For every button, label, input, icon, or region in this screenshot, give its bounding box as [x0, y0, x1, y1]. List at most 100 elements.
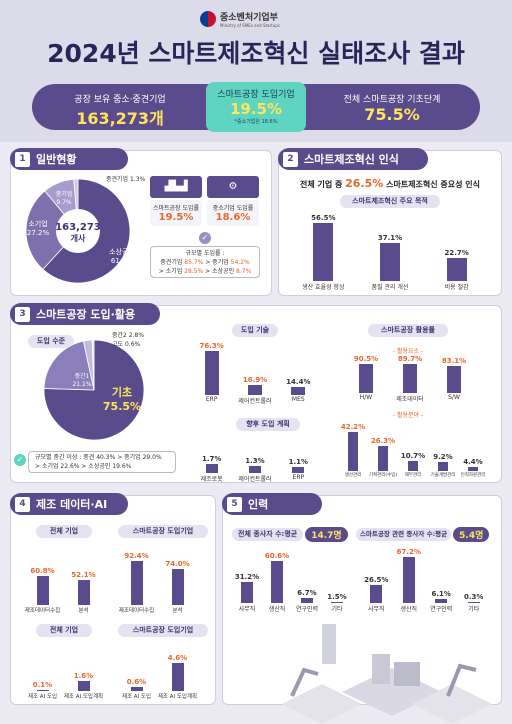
kpi-label: 전체 스마트공장 기초단계	[343, 95, 441, 105]
chart-use-elements: 90.5% H/W 89.7% 제조데이터 83.1% S/W	[344, 352, 476, 403]
pie-value-medium: 9.7%	[56, 199, 72, 206]
pie-value-mid1: 21.1%	[72, 381, 91, 388]
bar-value-label: 0.6%	[126, 678, 147, 687]
bar	[380, 242, 400, 281]
taegeuk-icon	[200, 11, 216, 27]
section-title: 일반현황	[36, 153, 77, 166]
avg-label: 스마트공장 관련 종사자 수:평균	[356, 528, 452, 541]
chart-use-areas: 42.2% 생산관리 26.3% 기획관리(수입) 10.7% 재무관리 9.2% 기술개발관…	[338, 420, 488, 480]
pie-label-mid1: 중간1	[75, 372, 90, 380]
section-title: 제조 데이터·AI	[36, 498, 108, 511]
bar-category-label: 제조 AI 도입	[121, 694, 152, 700]
use-sub1: - 활용요소 -	[392, 348, 424, 355]
ministry-name-en: Ministry of SMEs and Startups	[220, 23, 280, 28]
ministry-logo: 중소벤처기업부 Ministry of SMEs and Startups	[200, 10, 280, 28]
bar-value-label: 83.1%	[441, 357, 467, 366]
avg-label: 전체 종사자 수:평균	[232, 528, 304, 541]
bar	[249, 466, 261, 473]
desc-text: 중견기업	[160, 259, 185, 266]
bar-category-label: S/W	[448, 394, 460, 401]
bar	[130, 560, 143, 605]
bar-category-label: 제어컨트롤러	[238, 398, 272, 405]
desc-highlight: 85.7%	[184, 259, 204, 266]
headline-text: 전체 기업 중	[299, 180, 346, 189]
kpi-factories: 공장 보유 중소·중견기업 163,273개	[40, 92, 200, 129]
purpose-subtitle: 스마트제조혁신 주요 목적	[340, 195, 440, 208]
section-header-4: 4 제조 데이터·AI	[10, 493, 128, 515]
box-label: 스마트공장 도입률	[152, 205, 200, 212]
robot-arm-icon: ⚙	[207, 176, 259, 198]
check-icon: ✓	[199, 232, 211, 244]
bar-category-label: ERP	[292, 474, 305, 481]
bar-value-label: 76.3%	[199, 342, 224, 351]
data-sub-smart: 스마트공장 도입기업	[118, 525, 208, 538]
section-number: 1	[15, 152, 30, 167]
factory-icon: ▟▙▟	[150, 176, 202, 198]
bar-category-label: 기획관리(수입)	[368, 473, 398, 478]
bar-value-label: 42.2%	[340, 422, 366, 431]
slice-value: 2.8%	[129, 332, 145, 339]
robot-arm-icon	[290, 667, 319, 697]
chart-plan: 1.7% 제조로봇 1.3% 제어컨트롤러 1.1% ERP	[190, 432, 320, 483]
robot-arm-icon	[446, 663, 477, 697]
kpi-basic: 전체 스마트공장 기초단계 75.5%	[312, 92, 472, 124]
bar	[36, 575, 49, 605]
desc-highlight: 8.7%	[236, 268, 252, 275]
bar-category-label: 인적자원관리	[460, 473, 486, 478]
bar-category-label: H/W	[359, 394, 373, 401]
bar-value-label: 1.1%	[288, 458, 309, 467]
desc-title: 규모별 도입률 :	[185, 250, 225, 257]
pie-hole	[56, 209, 100, 253]
bar-value-label: 0.3%	[464, 592, 484, 601]
bar-value-label: 67.2%	[396, 547, 421, 556]
bar-category-label: 기술개발관리	[430, 473, 456, 478]
chart-ai-all: 0.1% 제조 AI 도입 1.6% 제조 AI 도입계획	[22, 646, 104, 700]
bar-value-label: 4.6%	[167, 654, 188, 663]
bar	[370, 584, 383, 603]
bar-value-label: 37.1%	[377, 233, 403, 242]
bar-value-label: 26.3%	[370, 437, 396, 446]
avg-value: 14.7명	[305, 527, 348, 542]
pie-label-medium: 중기업	[56, 190, 73, 198]
bar	[467, 601, 480, 603]
bar	[301, 598, 313, 603]
section-title: 인력	[248, 498, 269, 511]
check-icon: ✓	[14, 454, 26, 466]
platform-shape	[282, 684, 362, 724]
bar	[248, 385, 262, 395]
level-subtitle: 도입 수준	[28, 335, 74, 348]
bar-value-label: 52.1%	[71, 570, 96, 579]
bar	[446, 257, 467, 281]
ai-sub-smart: 스마트공장 도입기업	[118, 624, 208, 637]
machine-shape	[372, 654, 390, 684]
bar	[77, 681, 90, 691]
kpi-value: 19.5%	[229, 100, 283, 118]
headline-text: 스마트제조혁신 중요성 인식	[383, 180, 480, 189]
platform-shape	[412, 684, 492, 724]
bar-value-label: 60.8%	[30, 566, 55, 575]
size-adoption-desc: 규모별 도입률 : 중견기업 85.7% > 중기업 54.2% > 소기업 2…	[150, 246, 260, 278]
bar	[359, 364, 373, 393]
pie-level: 기초 75.5% 중간1 21.1% 중간2 2.8% 고도 0.6%	[43, 331, 145, 441]
pie-label-midsize: 중견기업 1.3%	[106, 175, 146, 183]
chart-purpose: 56.5% 생산 효율성 향상 37.1% 품질 관리 개선 22.7% 비용 절감	[290, 210, 490, 291]
bar-category-label: 제조 AI 도입계획	[63, 694, 104, 700]
desc-text: > 소기업	[158, 268, 185, 275]
bar	[292, 467, 305, 473]
section-header-5: 5 인력	[222, 493, 322, 515]
section-header-1: 1 일반현황	[10, 148, 128, 170]
bar	[348, 431, 358, 471]
pie-center-value: 163,273	[55, 222, 101, 233]
bar-category-label: 재무관리	[404, 473, 422, 478]
use-subtitle: 스마트공장 활용률	[368, 324, 448, 337]
pie-big-label: 기초	[112, 385, 132, 399]
bar-value-label: 22.7%	[444, 248, 469, 257]
desc-highlight: 54.2%	[230, 259, 250, 266]
bar	[77, 579, 90, 605]
kpi-value: 75.5%	[364, 105, 420, 124]
section-number: 5	[227, 497, 242, 512]
kpi-note: *중소기업은 18.6%	[234, 119, 278, 125]
pie-slice	[43, 339, 145, 441]
bar-value-label: 74.0%	[165, 560, 190, 569]
desc-line: 규모별 중간 이상 : 중견 40.3% > 중기업 29.0%	[35, 454, 162, 461]
